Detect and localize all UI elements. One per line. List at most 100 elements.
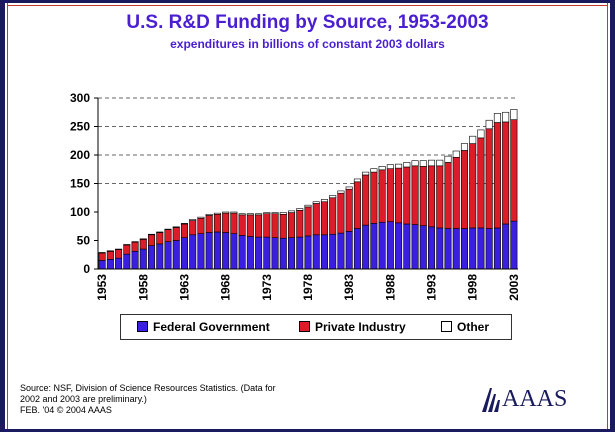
- source-note: Source: NSF, Division of Science Resourc…: [20, 383, 360, 416]
- source-line: 2002 and 2003 are preliminary.): [20, 394, 147, 404]
- bar-private: [197, 217, 205, 234]
- bar-federal: [320, 234, 328, 270]
- bar-other: [98, 252, 106, 254]
- bar-other: [230, 211, 238, 214]
- bar-other: [115, 248, 123, 250]
- bar-other: [345, 186, 353, 190]
- x-tick-label: 1973: [260, 274, 274, 301]
- bar-federal: [246, 236, 254, 270]
- bar-other: [304, 204, 312, 208]
- frame-accent-right: [607, 3, 608, 429]
- aaas-logo-text: AAAS: [502, 386, 568, 412]
- bar-federal: [329, 233, 337, 270]
- bar-federal: [279, 237, 287, 270]
- bar-private: [378, 169, 386, 223]
- bar-private: [139, 239, 147, 250]
- bar-federal: [296, 236, 304, 270]
- bar-federal: [436, 227, 444, 270]
- frame-accent-top: [7, 5, 608, 6]
- bar-private: [255, 214, 263, 238]
- bar-other: [485, 119, 493, 130]
- source-line: FEB. '04 © 2004 AAAS: [20, 405, 112, 415]
- bar-private: [156, 232, 164, 245]
- x-tick-label: 1988: [383, 274, 397, 301]
- bar-other: [436, 159, 444, 167]
- bar-other: [452, 150, 460, 158]
- frame-border-top: [0, 0, 615, 3]
- legend-swatch-federal: [137, 321, 148, 332]
- bar-federal: [271, 237, 279, 270]
- x-tick-label: 1983: [342, 274, 356, 301]
- bar-other: [460, 143, 468, 151]
- bar-other: [444, 155, 452, 163]
- legend-label-private: Private Industry: [315, 320, 406, 334]
- bar-federal: [205, 232, 213, 270]
- bar-federal: [411, 224, 419, 270]
- bar-private: [337, 192, 345, 234]
- y-tick-label: 300: [70, 91, 90, 105]
- bar-federal: [428, 226, 436, 270]
- bar-private: [419, 166, 427, 226]
- bar-federal: [510, 220, 518, 270]
- bar-private: [502, 121, 510, 225]
- bar-other: [180, 223, 188, 225]
- bar-other: [106, 250, 114, 252]
- legend-label-other: Other: [457, 320, 490, 334]
- bar-private: [205, 215, 213, 233]
- bar-federal: [386, 221, 394, 270]
- legend-swatch-private: [299, 321, 310, 332]
- x-tick-label: 1963: [177, 274, 191, 301]
- x-tick-label: 1958: [136, 274, 150, 301]
- bar-other: [320, 199, 328, 203]
- bar-federal: [493, 227, 501, 270]
- bar-other: [213, 212, 221, 215]
- bar-other: [255, 213, 263, 216]
- legend-swatch-other: [441, 321, 452, 332]
- aaas-logo: AAAS: [480, 384, 590, 414]
- bar-federal: [238, 235, 246, 270]
- bar-other: [329, 195, 337, 199]
- bar-federal: [403, 223, 411, 270]
- bar-other: [164, 228, 172, 230]
- bar-other: [411, 160, 419, 167]
- bar-private: [131, 241, 139, 252]
- y-tick-label: 0: [83, 262, 90, 276]
- bar-federal: [312, 234, 320, 270]
- bar-private: [98, 252, 106, 261]
- frame-border-right: [610, 0, 615, 432]
- bar-other: [263, 212, 271, 215]
- bar-other: [131, 241, 139, 243]
- bar-other: [156, 231, 164, 233]
- bar-federal: [378, 221, 386, 270]
- bar-private: [180, 223, 188, 238]
- bar-federal: [353, 228, 361, 270]
- bar-private: [164, 229, 172, 242]
- bar-other: [148, 233, 156, 236]
- x-tick-label: 1968: [219, 274, 233, 301]
- bar-federal: [255, 236, 263, 270]
- bar-federal: [370, 223, 378, 270]
- bar-federal: [139, 248, 147, 270]
- bar-other: [123, 244, 131, 246]
- bar-federal: [98, 260, 106, 270]
- bar-private: [477, 137, 485, 229]
- bar-private: [312, 203, 320, 236]
- bar-private: [353, 181, 361, 229]
- bar-other: [296, 208, 304, 211]
- bar-private: [296, 209, 304, 238]
- bar-federal: [180, 237, 188, 270]
- x-tick-label: 1978: [301, 274, 315, 301]
- bar-federal: [230, 233, 238, 270]
- bar-federal: [222, 232, 230, 270]
- bar-private: [246, 214, 254, 237]
- bar-federal: [345, 231, 353, 270]
- bar-other: [353, 178, 361, 183]
- bar-federal: [115, 257, 123, 270]
- bar-other: [362, 171, 370, 176]
- bar-private: [263, 213, 271, 238]
- bar-private: [329, 197, 337, 235]
- bar-federal: [362, 224, 370, 270]
- bar-private: [189, 220, 197, 236]
- chart-legend: Federal Government Private Industry Othe…: [120, 314, 512, 340]
